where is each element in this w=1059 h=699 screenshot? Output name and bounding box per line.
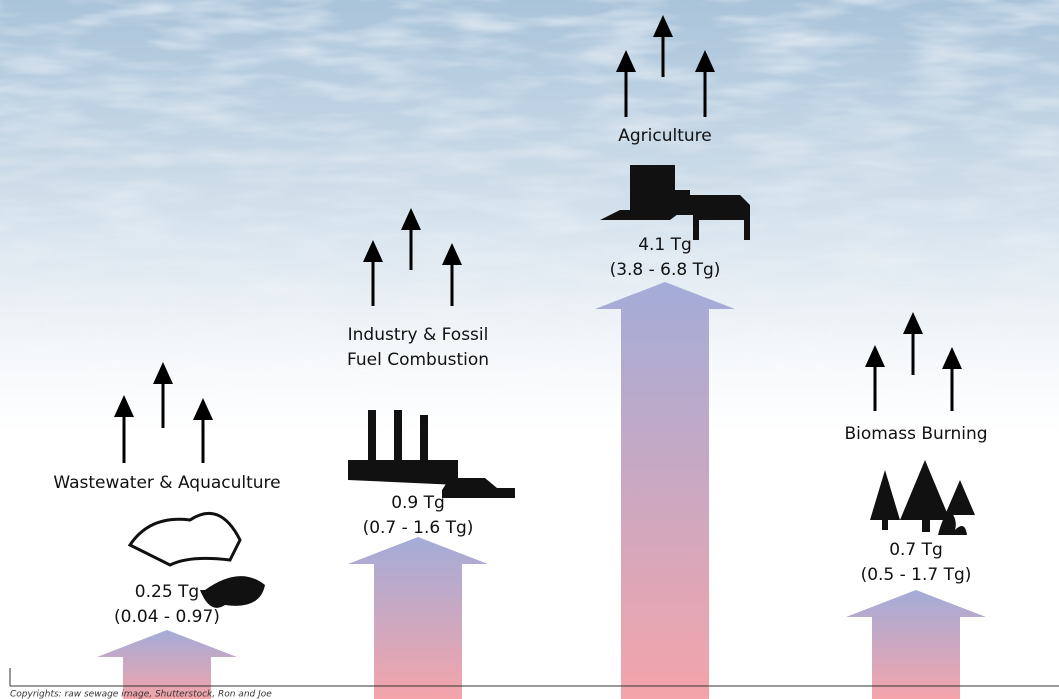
amount: 4.1 Tg — [638, 235, 692, 255]
clouds — [0, 0, 1059, 420]
range: (0.5 - 1.7 Tg) — [861, 565, 972, 585]
footer: Copyrights: raw sewage image, Shuttersto… — [10, 690, 272, 699]
amount: 0.7 Tg — [889, 540, 943, 560]
infographic: Wastewater & Aquaculture 0.25 Tg (0.04 - 0… — [0, 0, 1059, 699]
source-label: Industry & Fossil — [348, 325, 489, 345]
source-label: Fuel Combustion — [347, 350, 489, 370]
amount: 0.25 Tg — [135, 582, 199, 602]
source-label: Biomass Burning — [844, 424, 987, 444]
range: (0.7 - 1.6 Tg) — [363, 518, 474, 538]
source-label: Wastewater & Aquaculture — [53, 473, 280, 493]
source-label: Agriculture — [618, 126, 712, 146]
amount: 0.9 Tg — [391, 493, 445, 513]
range: (3.8 - 6.8 Tg) — [610, 260, 721, 280]
range: (0.04 - 0.97) — [114, 607, 220, 627]
